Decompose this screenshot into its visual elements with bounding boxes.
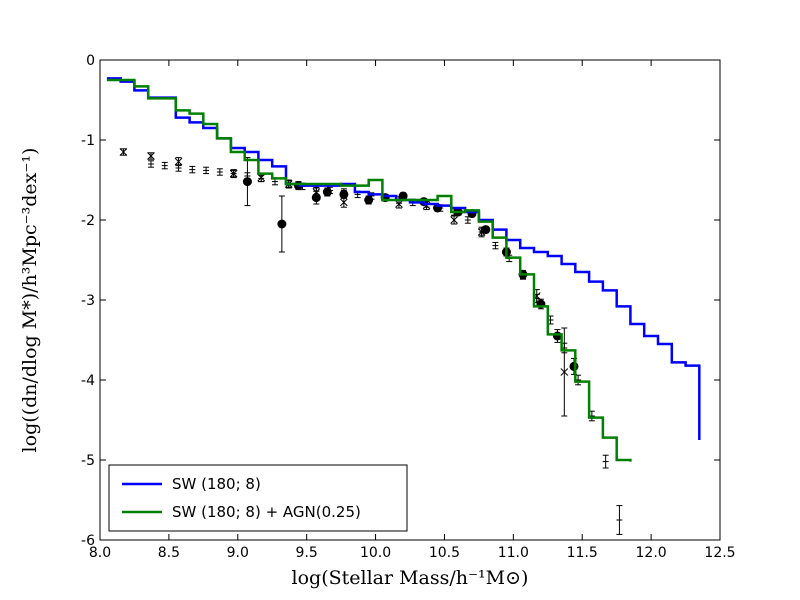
data-point-plus — [189, 165, 196, 174]
y-axis-label: log((dn/dlog M*)/h³Mpc⁻³dex⁻¹) — [19, 148, 41, 453]
x-tick-label: 9.0 — [227, 545, 249, 561]
y-tick-label: -4 — [81, 373, 95, 389]
data-point-x — [340, 197, 348, 208]
y-tick-label: -2 — [81, 213, 95, 229]
data-point-circle — [277, 195, 287, 253]
data-point-plus — [147, 160, 154, 168]
ticks-layer — [99, 59, 721, 541]
x-tick-label: 9.5 — [296, 545, 318, 561]
data-point-circle — [322, 187, 332, 197]
data-point-plus — [161, 161, 168, 170]
data-point-plus — [258, 174, 265, 183]
legend-label-sw-agn: SW (180; 8) + AGN(0.25) — [172, 503, 361, 521]
series-line-1 — [106, 78, 632, 462]
legend-box — [108, 464, 408, 532]
x-tick-label: 11.0 — [498, 545, 529, 561]
x-axis-label: log(Stellar Mass/h⁻¹M⊙) — [292, 567, 529, 589]
x-tick-label: 10.5 — [429, 545, 460, 561]
x-tick-label: 12.5 — [704, 545, 735, 561]
x-tick-label: 12.0 — [636, 545, 667, 561]
data-point-plus — [602, 454, 609, 469]
data-point-plus — [216, 168, 223, 176]
data-point-plus — [327, 186, 334, 195]
data-layer — [106, 77, 701, 535]
y-tick-label: -5 — [81, 453, 95, 469]
data-point-plus — [616, 505, 623, 535]
data-point-x — [450, 215, 458, 225]
x-tick-labels: 8.0 8.5 9.0 9.5 10.0 10.5 11.0 11.5 12.0 12.5 — [89, 545, 736, 561]
x-tick-label: 8.5 — [158, 545, 180, 561]
data-point-x — [119, 148, 128, 156]
x-tick-label: 10.0 — [360, 545, 391, 561]
x-tick-label: 11.5 — [567, 545, 598, 561]
data-point-plus — [478, 228, 485, 236]
y-tick-label: -1 — [81, 133, 95, 149]
data-point-plus — [203, 166, 210, 175]
data-point-plus — [175, 164, 182, 172]
y-tick-label: -6 — [81, 533, 95, 549]
legend: SW (180; 8) SW (180; 8) + AGN(0.25) — [108, 464, 408, 532]
y-tick-label: 0 — [86, 53, 95, 69]
data-point-plus — [244, 172, 251, 180]
data-point-plus — [464, 216, 471, 224]
data-point-plus — [492, 241, 499, 250]
data-point-plus — [340, 188, 347, 196]
y-tick-label: -3 — [81, 293, 95, 309]
legend-label-sw: SW (180; 8) — [172, 475, 261, 493]
x-tick-label: 8.0 — [89, 545, 111, 561]
data-point-x — [147, 152, 155, 160]
y-tick-labels: 0 -1 -2 -3 -4 -5 -6 — [81, 53, 95, 549]
data-point-x — [560, 327, 569, 417]
data-point-plus — [230, 169, 237, 178]
